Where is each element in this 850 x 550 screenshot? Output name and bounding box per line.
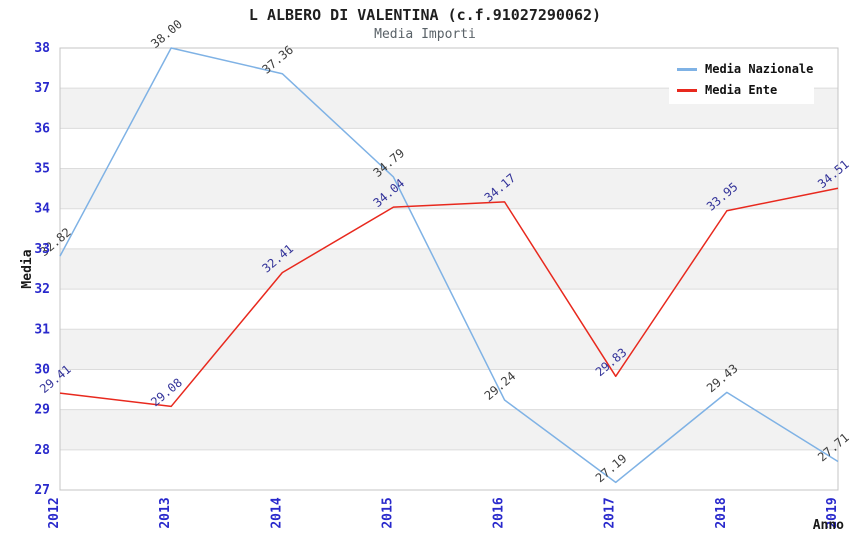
- x-axis-tick: 2015: [380, 497, 395, 528]
- y-axis-tick: 30: [34, 362, 50, 377]
- y-axis-tick: 33: [34, 242, 50, 257]
- plot-band: [60, 168, 838, 209]
- plot-band: [60, 329, 838, 370]
- legend: Media Nazionale Media Ente: [669, 55, 814, 104]
- y-axis-tick: 37: [34, 81, 50, 96]
- x-axis-tick: 2017: [603, 497, 618, 528]
- legend-item-media-ente: Media Ente: [677, 83, 808, 97]
- y-axis-tick: 38: [34, 41, 50, 56]
- media-nazionale-line: [59, 47, 839, 484]
- x-axis-tick: 2013: [158, 497, 173, 528]
- x-axis-tick: 2018: [714, 497, 729, 528]
- x-axis-tick: 2019: [825, 497, 840, 528]
- y-axis-tick: 32: [34, 282, 50, 297]
- legend-item-media-nazionale: Media Nazionale: [677, 62, 813, 76]
- y-axis-title: Media: [20, 249, 35, 288]
- x-axis-tick: 2014: [269, 497, 284, 528]
- y-axis-tick: 27: [34, 483, 50, 498]
- media-nazionale-line-swatch: [677, 67, 697, 71]
- y-axis-tick: 34: [34, 202, 50, 217]
- legend-label: Media Nazionale: [705, 62, 814, 76]
- x-axis-title: Anno: [813, 518, 844, 533]
- y-axis-tick: 31: [34, 322, 50, 337]
- plot-band: [60, 208, 838, 249]
- y-axis-tick: 36: [34, 121, 50, 136]
- media-ente-line: [59, 187, 839, 408]
- y-axis-tick: 29: [34, 403, 50, 418]
- x-axis-tick: 2016: [492, 497, 507, 528]
- plot-band: [60, 369, 838, 410]
- plot-border: [59, 47, 839, 491]
- plot-band: [60, 128, 838, 169]
- x-axis-tick: 2012: [47, 497, 62, 528]
- legend-label: Media Ente: [705, 83, 778, 97]
- chart-title: L ALBERO DI VALENTINA (c.f.91027290062): [248, 6, 602, 24]
- plot-band: [60, 449, 838, 490]
- plot-band: [60, 248, 838, 290]
- plot-band: [60, 409, 838, 450]
- y-axis-tick: 28: [34, 443, 50, 458]
- chart-subtitle: Media Importi: [374, 27, 476, 42]
- y-axis-tick: 35: [34, 162, 50, 177]
- plot-band: [60, 289, 838, 330]
- media-ente-line-swatch: [677, 88, 697, 92]
